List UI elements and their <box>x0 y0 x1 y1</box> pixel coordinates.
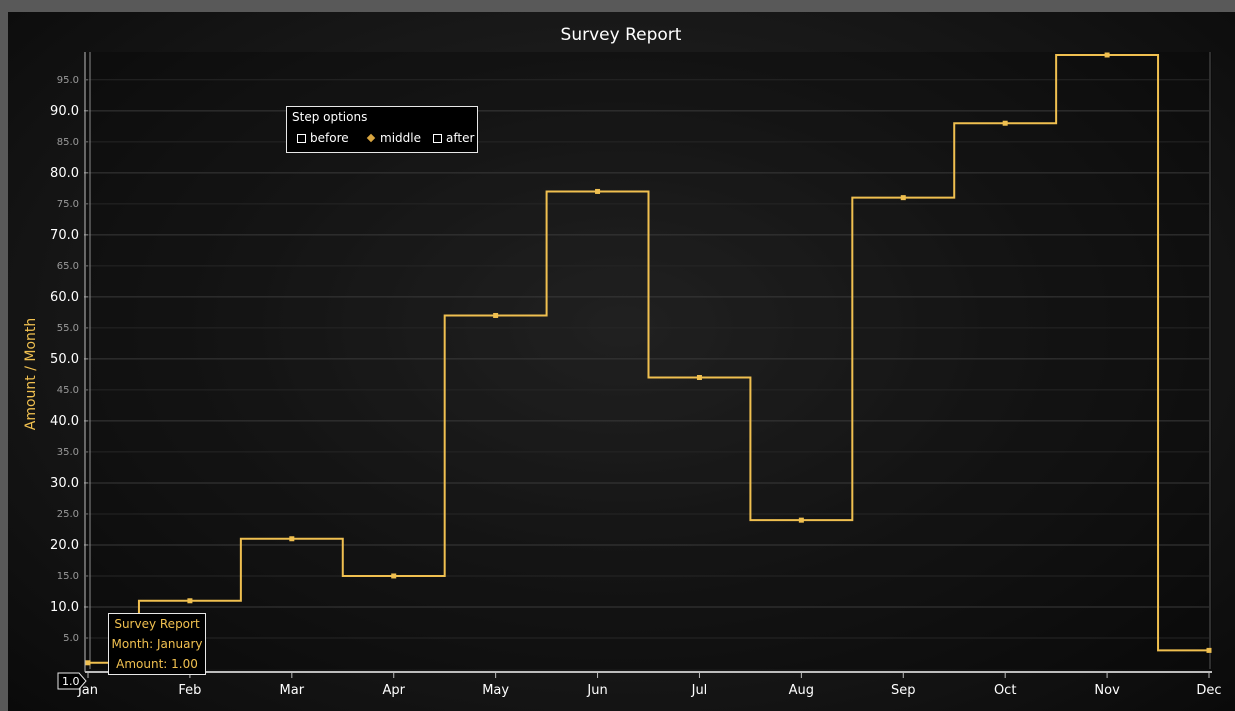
tooltip-title: Survey Report <box>114 617 200 631</box>
y-tick-label: 45.0 <box>57 385 79 396</box>
step-option-after[interactable]: after <box>433 131 474 145</box>
series-markers <box>85 52 1212 666</box>
y-tick-label: 20.0 <box>50 538 79 553</box>
x-tick-label: Feb <box>178 683 201 698</box>
y-tick-label: 25.0 <box>57 509 79 520</box>
x-tick-label: Sep <box>891 683 916 698</box>
chart-frame: 10.0 20.0 30.0 40.0 50.0 60.0 70.0 80.0 90.0 5.0 1… <box>8 12 1235 711</box>
data-point-marker <box>493 312 499 318</box>
y-tick-label: 70.0 <box>50 228 79 243</box>
y-tick-label: 75.0 <box>57 199 79 210</box>
step-option-label: after <box>446 131 475 145</box>
y-tick-label: 90.0 <box>50 104 79 119</box>
x-tick-label: Jul <box>691 683 708 698</box>
data-point-marker <box>595 188 601 194</box>
data-point-marker <box>1104 52 1110 58</box>
y-tick-label: 30.0 <box>50 476 79 491</box>
series-step-line <box>88 54 1209 664</box>
x-tick-label: May <box>482 683 509 698</box>
y-axis-ticks: 10.0 20.0 30.0 40.0 50.0 60.0 70.0 80.0 90.0 5.0 1… <box>50 75 79 644</box>
y-tick-label: 35.0 <box>57 447 79 458</box>
y-axis-title: Amount / Month <box>23 318 39 431</box>
x-tick-label: Mar <box>280 683 305 698</box>
data-point-marker <box>798 517 804 523</box>
cursor-y-value-label: 1.0 <box>57 672 87 690</box>
y-tick-label: 10.0 <box>50 600 79 615</box>
step-option-before[interactable]: before <box>297 131 349 145</box>
step-option-label: before <box>310 131 349 145</box>
y-tick-label: 60.0 <box>50 290 79 305</box>
y-tick-label: 5.0 <box>63 633 79 644</box>
legend-title: Step options <box>292 110 368 124</box>
chart-canvas[interactable]: 10.0 20.0 30.0 40.0 50.0 60.0 70.0 80.0 90.0 5.0 1… <box>8 12 1235 711</box>
step-option-middle[interactable]: middle <box>365 131 421 145</box>
axes <box>84 52 1212 678</box>
checkbox-icon <box>297 133 306 143</box>
x-tick-label: Nov <box>1094 683 1120 698</box>
y-tick-label: 85.0 <box>57 137 79 148</box>
diamond-icon <box>366 133 376 143</box>
data-point-marker <box>900 195 906 201</box>
chart-title: Survey Report <box>561 25 682 45</box>
data-point-marker <box>187 598 193 604</box>
data-point-marker <box>391 573 397 579</box>
x-tick-label: Oct <box>994 683 1016 698</box>
data-point-marker <box>696 375 702 381</box>
x-tick-label: Apr <box>382 683 405 698</box>
data-tooltip: Survey Report Month: January Amount: 1.0… <box>108 613 206 675</box>
y-tick-label: 40.0 <box>50 414 79 429</box>
checkbox-icon <box>433 133 442 143</box>
tooltip-month: Month: January <box>111 637 203 651</box>
step-option-label: middle <box>380 131 421 145</box>
data-point-marker <box>85 660 91 666</box>
x-tick-label: Aug <box>789 683 814 698</box>
y-tick-label: 50.0 <box>50 352 79 367</box>
x-axis-ticks: Jan Feb Mar Apr May Jun Jul Aug Sep Oct Nov Dec <box>77 683 1222 698</box>
step-options-legend: Step options before middle after <box>286 106 478 153</box>
data-point-marker <box>1206 647 1212 653</box>
x-tick-label: Dec <box>1196 683 1221 698</box>
y-tick-label: 80.0 <box>50 166 79 181</box>
data-point-marker <box>289 536 295 542</box>
y-tick-label: 65.0 <box>57 261 79 272</box>
y-tick-label: 15.0 <box>57 571 79 582</box>
y-tick-label: 95.0 <box>57 75 79 86</box>
x-tick-label: Jun <box>586 683 607 698</box>
tooltip-amount: Amount: 1.00 <box>116 657 198 671</box>
cursor-value-text: 1.0 <box>62 675 80 688</box>
data-point-marker <box>1002 120 1008 126</box>
y-tick-label: 55.0 <box>57 323 79 334</box>
x-tick-label: Jan <box>77 683 98 698</box>
